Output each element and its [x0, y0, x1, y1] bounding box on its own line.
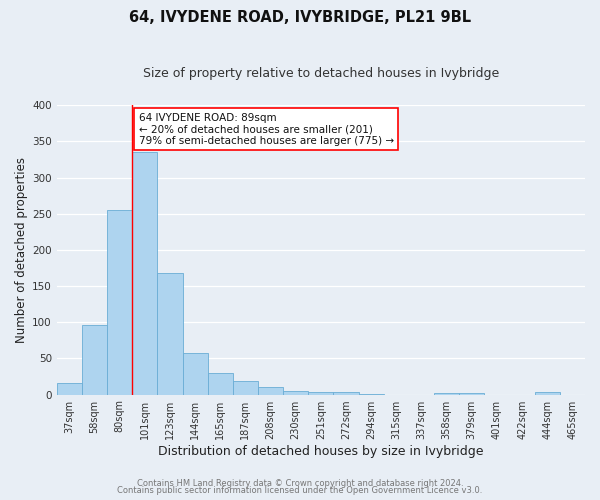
- Bar: [434, 393, 459, 394]
- Bar: [459, 393, 484, 394]
- Text: Contains HM Land Registry data © Crown copyright and database right 2024.: Contains HM Land Registry data © Crown c…: [137, 478, 463, 488]
- Bar: [57, 383, 82, 394]
- Y-axis label: Number of detached properties: Number of detached properties: [15, 157, 28, 343]
- Bar: [283, 391, 308, 394]
- Bar: [107, 210, 132, 394]
- Bar: [308, 392, 334, 394]
- X-axis label: Distribution of detached houses by size in Ivybridge: Distribution of detached houses by size …: [158, 444, 484, 458]
- Title: Size of property relative to detached houses in Ivybridge: Size of property relative to detached ho…: [143, 68, 499, 80]
- Bar: [334, 392, 359, 394]
- Bar: [132, 152, 157, 394]
- Bar: [82, 325, 107, 394]
- Text: 64 IVYDENE ROAD: 89sqm
← 20% of detached houses are smaller (201)
79% of semi-de: 64 IVYDENE ROAD: 89sqm ← 20% of detached…: [139, 112, 394, 146]
- Bar: [258, 386, 283, 394]
- Bar: [182, 352, 208, 395]
- Bar: [157, 273, 182, 394]
- Bar: [208, 373, 233, 394]
- Bar: [233, 381, 258, 394]
- Text: 64, IVYDENE ROAD, IVYBRIDGE, PL21 9BL: 64, IVYDENE ROAD, IVYBRIDGE, PL21 9BL: [129, 10, 471, 25]
- Bar: [535, 392, 560, 394]
- Text: Contains public sector information licensed under the Open Government Licence v3: Contains public sector information licen…: [118, 486, 482, 495]
